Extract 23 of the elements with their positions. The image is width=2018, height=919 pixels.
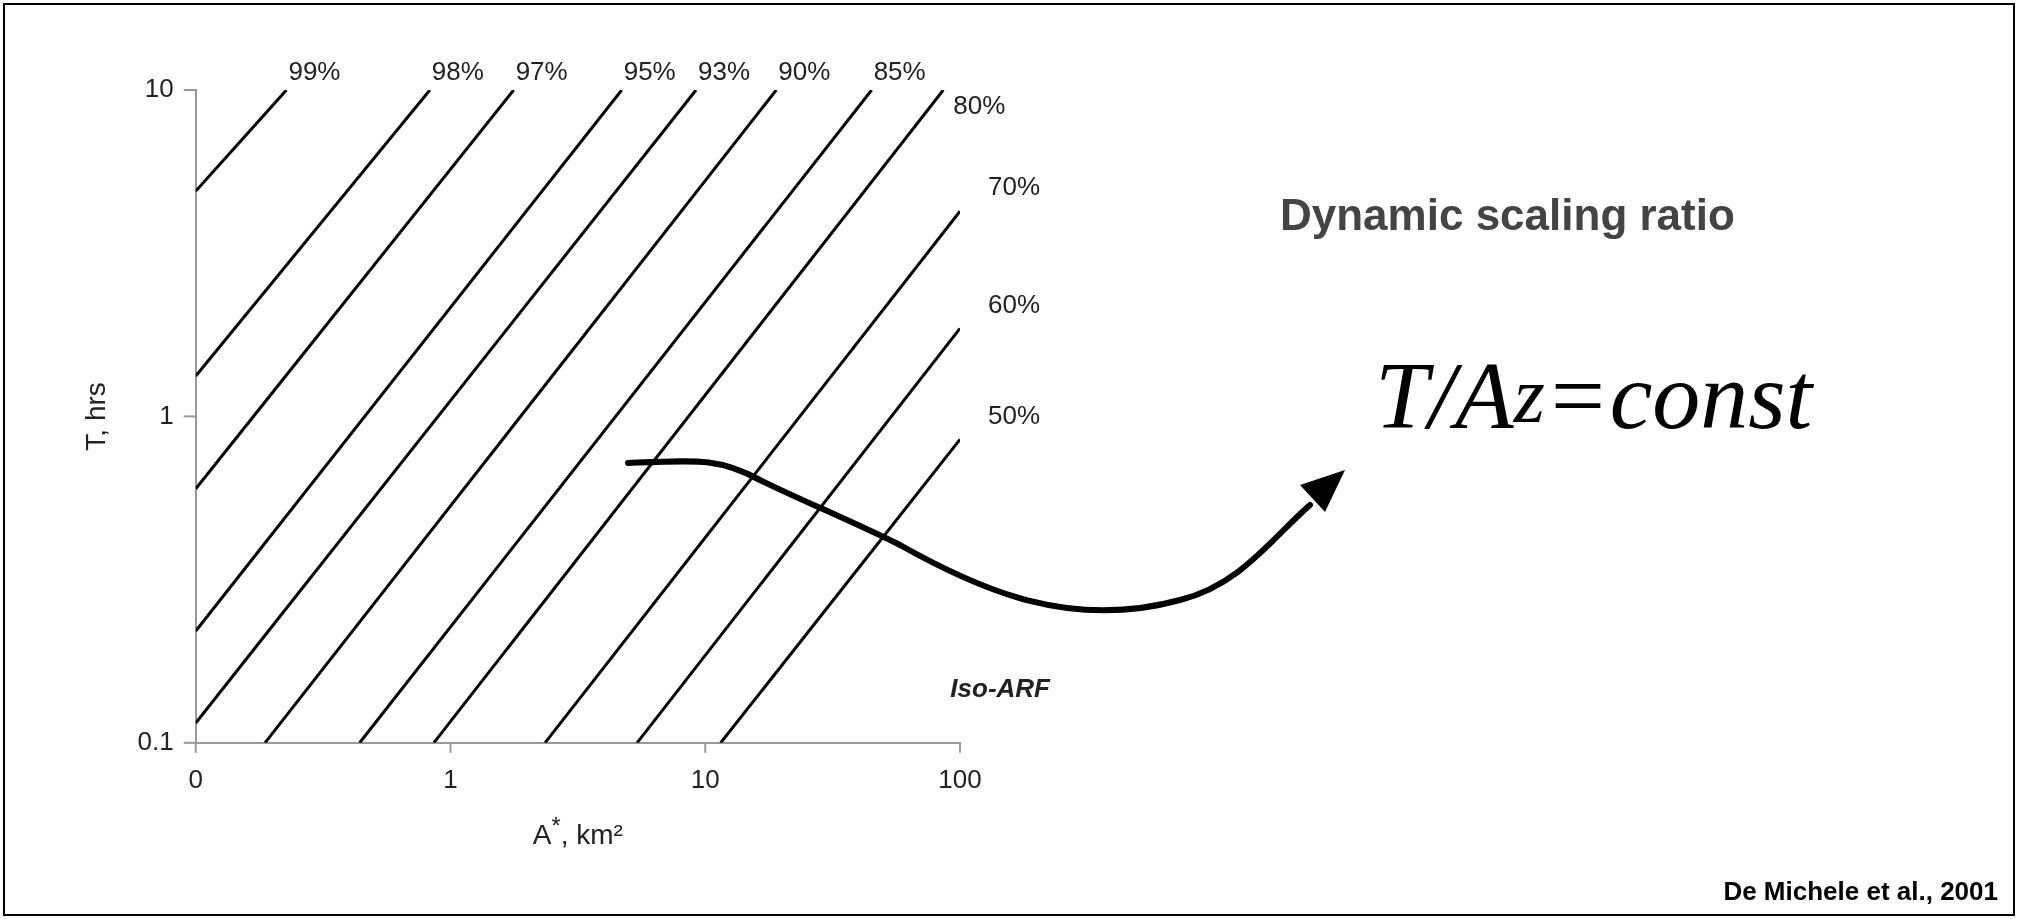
y-tick-label: 0.1 xyxy=(137,725,174,756)
y-axis-title: T, hrs xyxy=(79,382,111,451)
y-tick-label: 1 xyxy=(159,399,174,430)
series-label: 95% xyxy=(623,56,676,87)
series-label: 98% xyxy=(431,56,484,87)
series-label: 99% xyxy=(288,56,341,87)
series-label: 80% xyxy=(953,90,1006,121)
x-tick-label: 100 xyxy=(938,763,982,794)
series-label: 97% xyxy=(515,56,568,87)
series-label: 85% xyxy=(873,56,926,87)
x-tick-label: 1 xyxy=(443,763,458,794)
text: Dynamic scaling ratio xyxy=(1280,190,1736,240)
text: De Michele et al., 2001 xyxy=(1723,876,1998,907)
x-axis-title: A$^{*}$, km² xyxy=(531,812,624,852)
x-tick-label: 0 xyxy=(188,763,203,794)
series-label: 70% xyxy=(988,171,1041,202)
y-tick-label: 10 xyxy=(144,73,174,104)
series-label: 50% xyxy=(988,399,1041,430)
series-label: 60% xyxy=(988,288,1041,319)
x-tick-label: 10 xyxy=(690,763,720,794)
series-label: 90% xyxy=(778,56,831,87)
annotation: Iso-ARF xyxy=(950,672,1052,703)
series-label: 93% xyxy=(698,56,751,87)
